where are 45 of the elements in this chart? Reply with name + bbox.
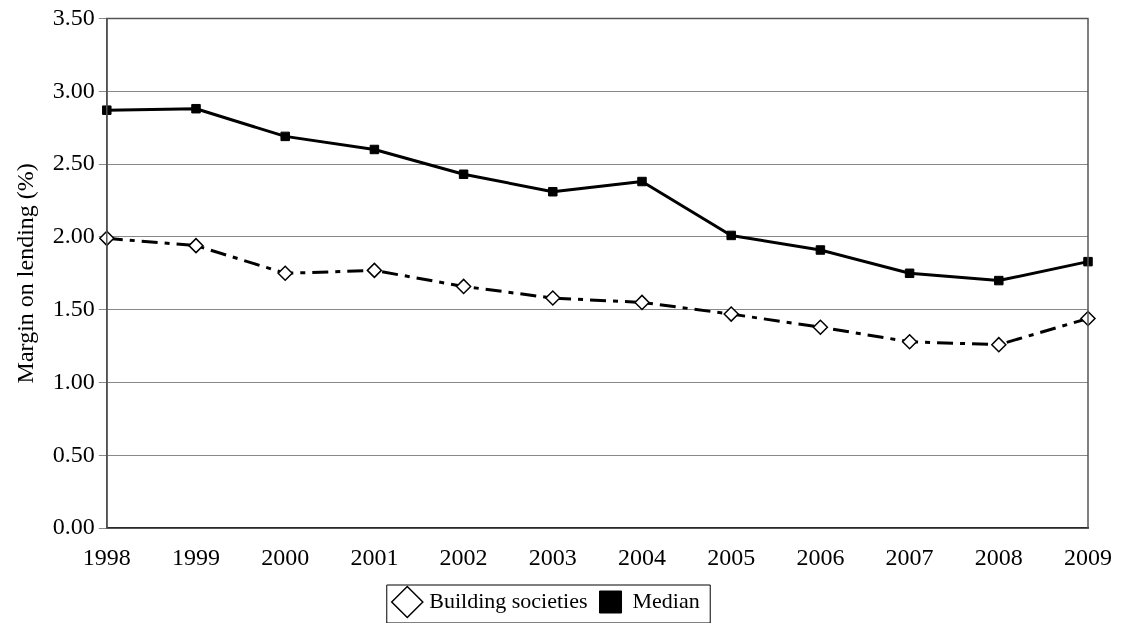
x-tick-label: 2009 [1064, 543, 1112, 570]
point [901, 334, 918, 350]
x-tick-label: 2003 [528, 543, 577, 570]
y-tick-label: 3.50 [52, 3, 95, 30]
x-tick-label: 2008 [974, 543, 1023, 570]
point [191, 103, 201, 114]
point [369, 144, 380, 155]
x-tick-label: 1998 [82, 543, 131, 570]
point [455, 278, 472, 295]
point [991, 336, 1007, 353]
y-tick-label: 1.50 [52, 295, 95, 322]
point [994, 275, 1004, 286]
point [723, 306, 739, 322]
point [277, 265, 293, 282]
point [545, 290, 561, 306]
point [726, 230, 736, 241]
point [637, 176, 647, 187]
point [188, 237, 204, 254]
x-tick-label: 1999 [172, 543, 220, 570]
point [812, 319, 829, 335]
point [634, 294, 650, 311]
point [904, 268, 915, 279]
x-tick-label: 2005 [707, 543, 756, 570]
point [815, 245, 826, 255]
y-tick-label: 0.50 [52, 440, 95, 467]
y-tick-label: 2.00 [52, 222, 95, 249]
x-tick-label: 2006 [796, 543, 845, 570]
point [366, 262, 383, 279]
point [458, 169, 469, 179]
x-tick-label: 2004 [618, 543, 666, 570]
point [280, 131, 290, 142]
x-tick-label: 2000 [261, 543, 310, 570]
x-tick-label: 2001 [350, 543, 399, 570]
x-tick-label: 2007 [885, 543, 934, 570]
y-tick-label: 3.00 [52, 76, 95, 103]
y-tick-label: 2.50 [52, 149, 95, 176]
point [102, 105, 112, 115]
y-tick-label: 1.00 [52, 367, 95, 394]
y-tick-label: 0.00 [52, 513, 95, 540]
legend-label: Building societies [429, 587, 588, 613]
point [548, 186, 558, 197]
point [1083, 256, 1093, 267]
y-axis-title: Margin on lending (%) [11, 163, 38, 384]
x-tick-label: 2002 [439, 543, 488, 570]
legend-label: Median [632, 587, 700, 613]
